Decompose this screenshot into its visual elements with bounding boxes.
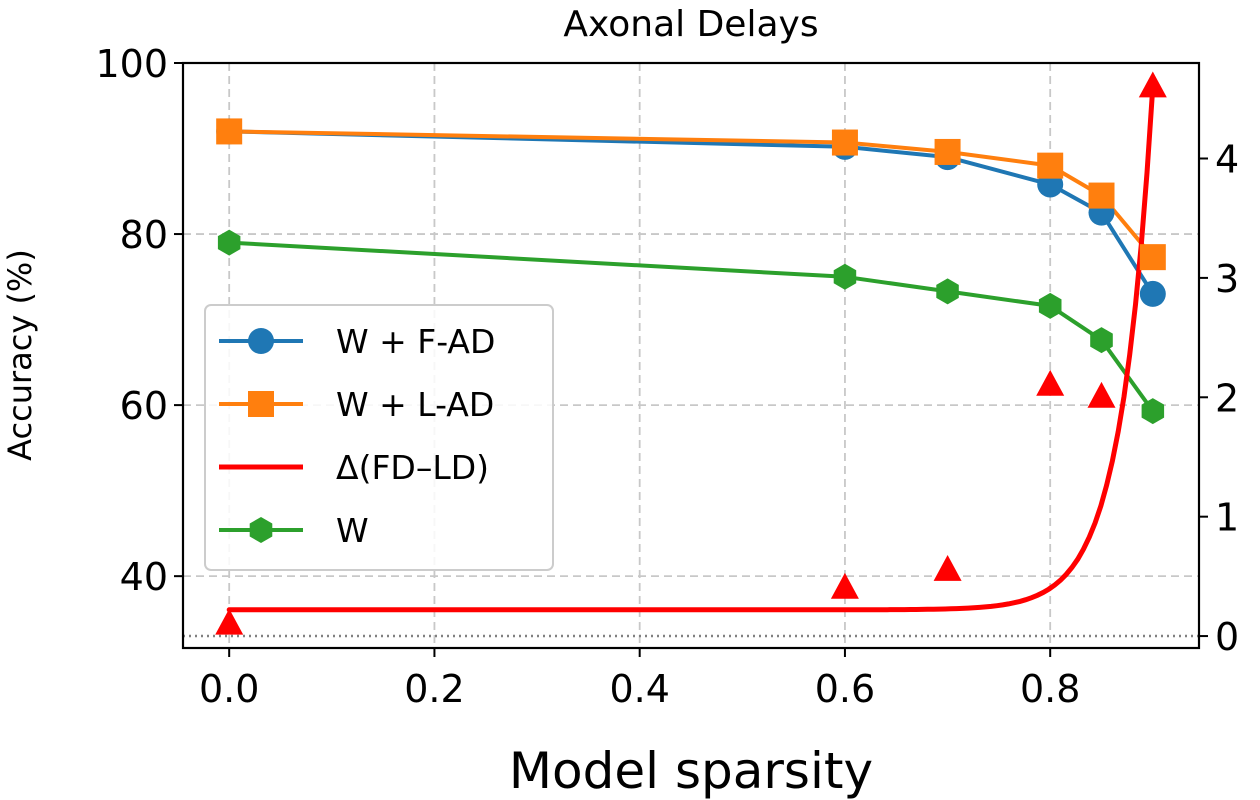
delta-point	[933, 555, 962, 581]
delta-point	[1036, 369, 1065, 396]
x-axis: 0.0 0.2 0.4 0.6 0.8	[199, 648, 1080, 711]
y-tick-label: 80	[120, 213, 168, 257]
series-point	[1038, 292, 1062, 319]
series-point	[1141, 398, 1165, 425]
series-point	[831, 129, 858, 156]
series-point	[934, 138, 961, 165]
plot-frame	[181, 61, 1201, 650]
series-line	[229, 240, 1155, 413]
y2-tick-label: 2	[1215, 376, 1239, 420]
x-tick-label: 0.2	[404, 667, 464, 711]
legend-box	[204, 304, 554, 571]
delta-fit-curve	[226, 84, 1156, 613]
y2-tick-label: 4	[1215, 138, 1239, 182]
y2-tick-label: 0	[1215, 615, 1239, 659]
y-axis-left: 40 60 80 100	[95, 42, 183, 599]
x-tick-label: 0.0	[199, 667, 259, 711]
series-line	[229, 129, 1155, 295]
x-tick-label: 0.8	[1020, 667, 1080, 711]
delta-point	[830, 572, 859, 599]
chart-title: Axonal Delays	[563, 4, 818, 45]
delta-point	[1138, 71, 1167, 98]
series-point	[833, 263, 857, 290]
y-tick-label: 40	[120, 555, 168, 599]
series-point	[216, 118, 243, 145]
legend-marker	[248, 328, 274, 354]
series-point	[1037, 152, 1064, 179]
series-line	[229, 129, 1155, 259]
y-axis-label: Accuracy (%)	[1, 249, 39, 461]
series-point	[936, 278, 959, 305]
x-axis-label: Model sparsity	[509, 742, 873, 800]
delta-point	[1087, 381, 1116, 408]
legend-label: W + F-AD	[336, 322, 495, 361]
y-axis-right: 0 1 2 3 4	[1199, 138, 1239, 659]
y2-tick-label: 3	[1215, 257, 1239, 301]
series-point	[1088, 182, 1115, 209]
legend-marker	[249, 517, 273, 543]
y-tick-label: 60	[120, 384, 168, 428]
series-markers	[215, 71, 1167, 635]
series-point	[1139, 280, 1166, 307]
legend-label: W	[336, 511, 369, 550]
x-tick-label: 0.4	[609, 667, 669, 711]
x-tick-label: 0.6	[815, 667, 875, 711]
y2-tick-label: 1	[1215, 496, 1239, 540]
legend-label: W + L-AD	[336, 385, 494, 424]
legend-label: Δ(FD–LD)	[336, 448, 489, 487]
legend: W + F-AD W + L-AD Δ(FD–LD) W	[204, 304, 554, 571]
series-point	[217, 229, 241, 256]
y-tick-label: 100	[95, 42, 168, 86]
legend-marker	[248, 391, 274, 417]
series-point	[1090, 327, 1113, 354]
delta-point	[215, 608, 244, 635]
series-point	[1139, 244, 1166, 271]
